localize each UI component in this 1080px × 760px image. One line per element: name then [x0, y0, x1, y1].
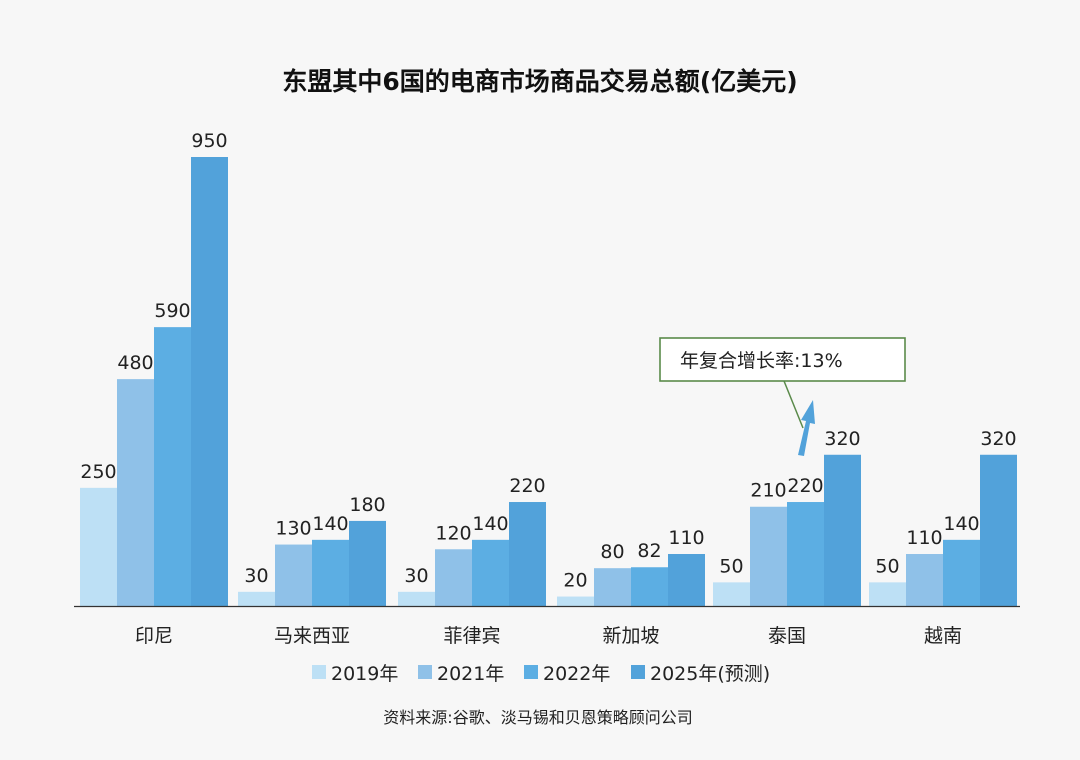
data-label: 50 [719, 555, 743, 577]
data-label: 950 [191, 130, 227, 152]
data-label: 220 [787, 475, 823, 497]
legend-swatch [631, 665, 645, 679]
bar [509, 502, 546, 606]
data-label: 320 [824, 428, 860, 450]
data-label: 180 [349, 494, 385, 516]
annotation-text: 年复合增长率:13% [680, 350, 843, 372]
legend-swatch [524, 665, 538, 679]
bar [472, 539, 509, 606]
bar [435, 549, 472, 606]
category-label: 马来西亚 [274, 625, 350, 647]
bar [557, 596, 594, 606]
data-label: 80 [600, 541, 624, 563]
bar [869, 582, 906, 606]
bar [398, 591, 435, 606]
legend-swatch [418, 665, 432, 679]
bar [713, 582, 750, 606]
chart-title: 东盟其中6国的电商市场商品交易总额(亿美元) [282, 67, 797, 96]
data-label: 110 [668, 527, 704, 549]
legend-label: 2025年(预测) [650, 663, 770, 685]
bar [906, 554, 943, 606]
data-label: 140 [312, 513, 348, 535]
data-label: 590 [154, 300, 190, 322]
growth-arrow-icon [798, 400, 815, 456]
data-label: 120 [435, 522, 471, 544]
bar [980, 454, 1017, 606]
data-label: 50 [875, 555, 899, 577]
bar [117, 379, 154, 606]
data-label: 140 [472, 513, 508, 535]
data-label: 220 [509, 475, 545, 497]
bar [238, 591, 275, 606]
data-label: 480 [117, 352, 153, 374]
data-label: 320 [980, 428, 1016, 450]
bar [312, 539, 349, 606]
legend-label: 2022年 [543, 663, 610, 685]
category-label: 菲律宾 [443, 625, 500, 647]
data-label: 210 [750, 480, 786, 502]
category-label: 印尼 [135, 625, 173, 647]
cagr-annotation: 年复合增长率:13% [659, 337, 906, 456]
bar [824, 454, 861, 606]
category-label: 泰国 [768, 625, 806, 647]
bar [787, 502, 824, 606]
data-label: 250 [80, 461, 116, 483]
category-label: 越南 [924, 625, 962, 647]
legend-label: 2019年 [331, 663, 398, 685]
bar [943, 539, 980, 606]
legend: 2019年 2021年 2022年 2025年(预测) [312, 663, 770, 685]
annotation-box [659, 337, 906, 382]
bar [750, 506, 787, 606]
annotation-leader-line [783, 380, 804, 429]
data-label: 30 [244, 565, 268, 587]
bar [668, 554, 705, 606]
source-note: 资料来源:谷歌、淡马锡和贝恩策略顾问公司 [383, 708, 692, 727]
bar [154, 327, 191, 606]
data-label: 130 [275, 518, 311, 540]
legend-swatch [312, 665, 326, 679]
bar [631, 567, 668, 606]
data-label: 30 [404, 565, 428, 587]
legend-label: 2021年 [437, 663, 504, 685]
bar [191, 157, 228, 606]
category-label: 新加坡 [602, 625, 659, 647]
data-label: 20 [563, 570, 587, 592]
bar [275, 544, 312, 606]
bar [349, 520, 386, 606]
data-label: 110 [906, 527, 942, 549]
data-label: 82 [637, 540, 661, 562]
data-label: 140 [943, 513, 979, 535]
bar [594, 568, 631, 606]
bar [80, 487, 117, 606]
